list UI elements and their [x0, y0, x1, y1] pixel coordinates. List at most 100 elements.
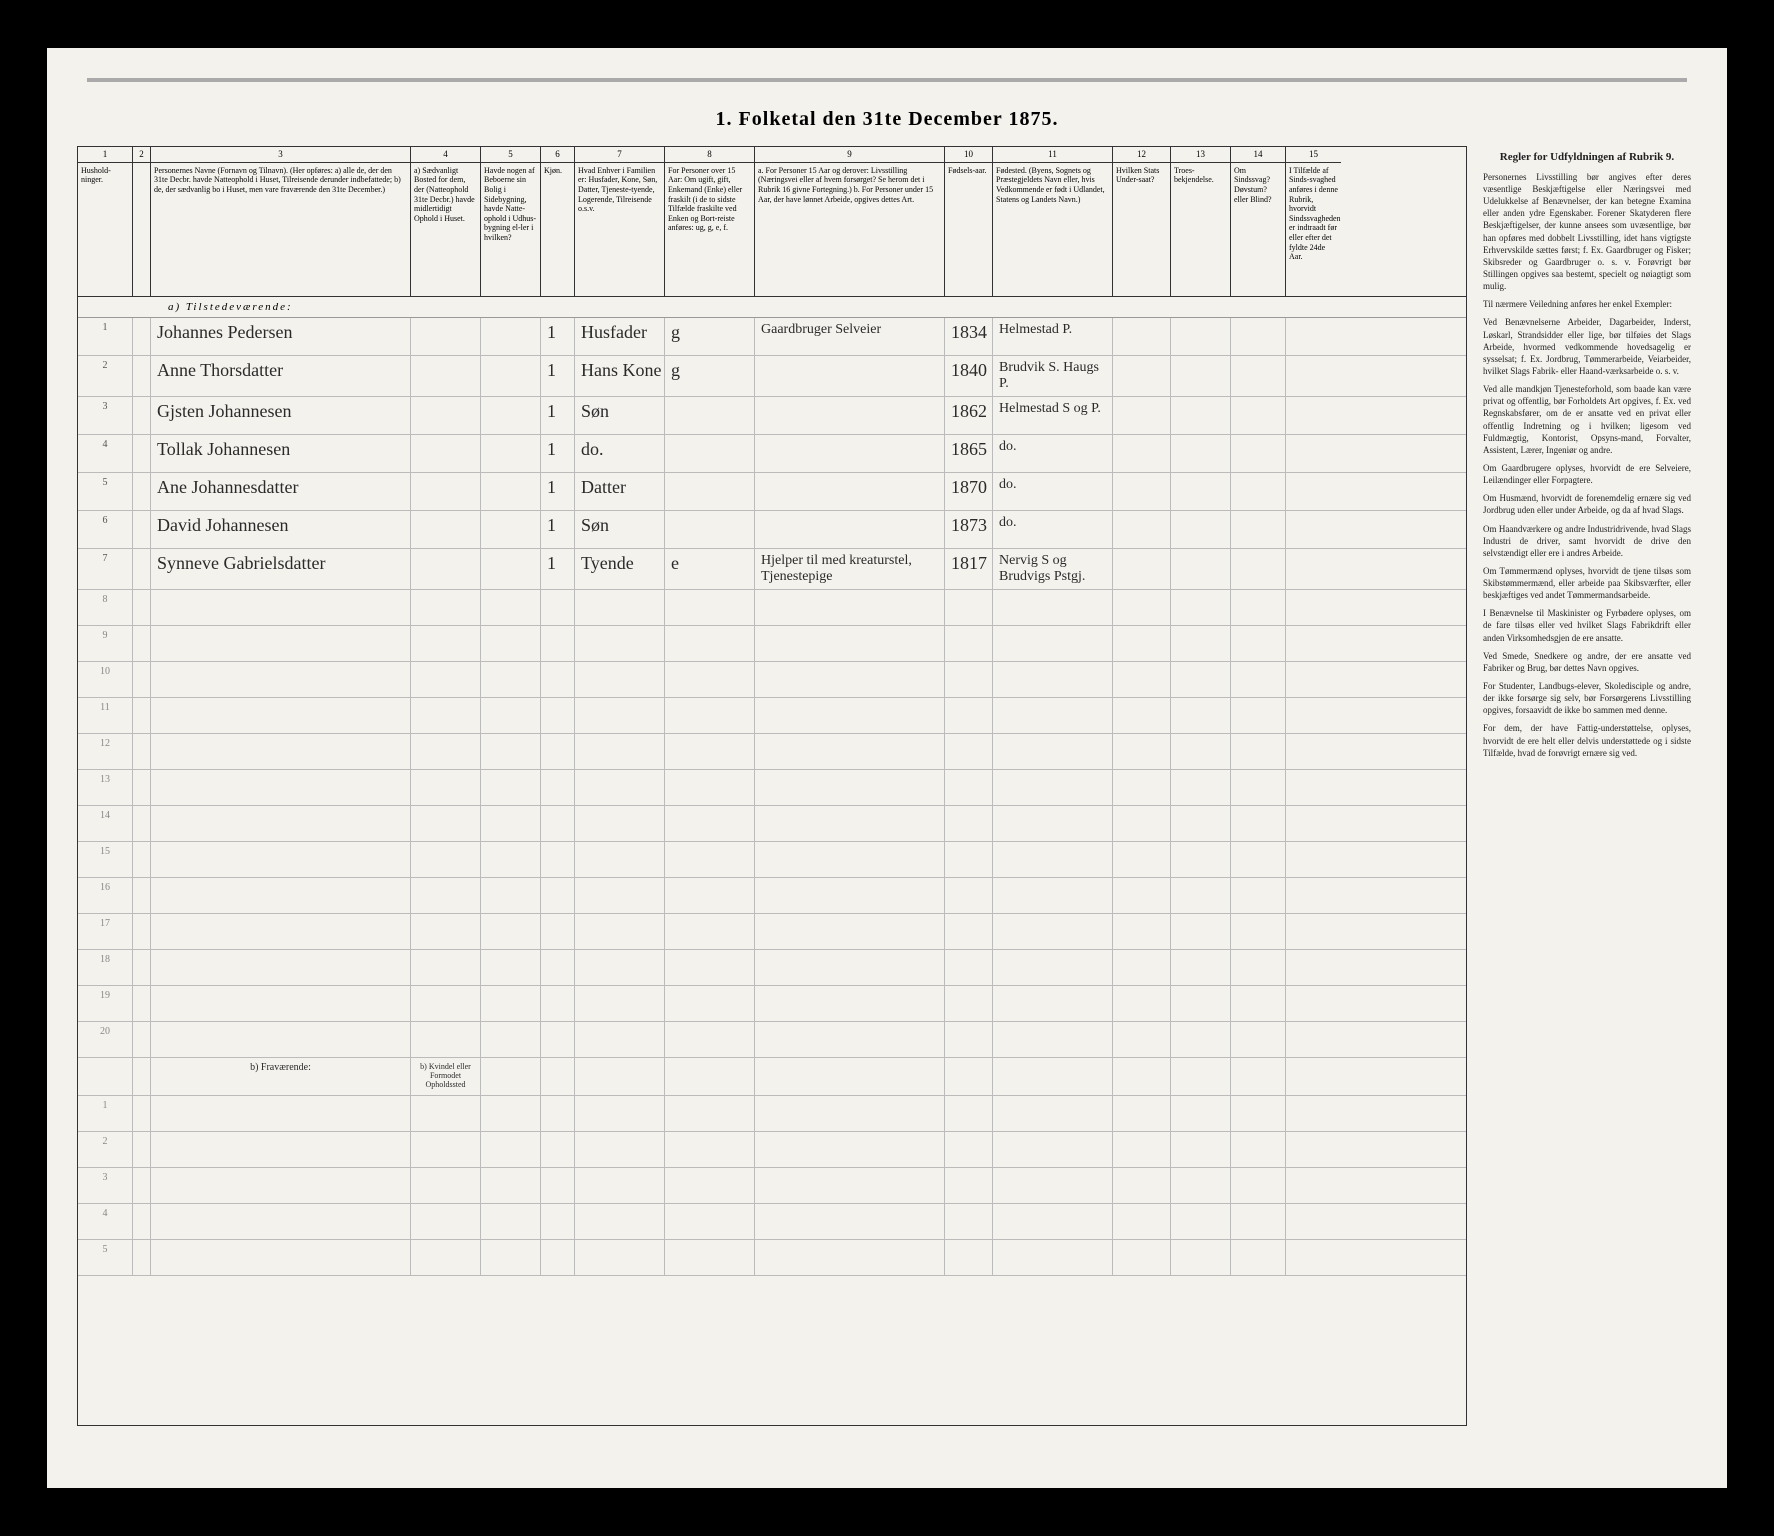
table-body: a) Tilstedeværende: 1Johannes Pedersen1H…	[78, 297, 1466, 1425]
occupation	[755, 356, 945, 396]
col-label: Hushold-ninger.	[81, 166, 111, 185]
colnum: 10	[945, 147, 992, 163]
sex-count: 1	[541, 397, 575, 434]
row-number: 5	[78, 1240, 133, 1275]
person-name: Tollak Johannesen	[151, 435, 411, 472]
row-number: 12	[78, 734, 133, 769]
census-page: 1. Folketal den 31te December 1875. 1Hus…	[47, 48, 1727, 1488]
cell	[1286, 511, 1341, 548]
colnum: 6	[541, 147, 574, 163]
birth-year: 1817	[945, 549, 993, 589]
row-number: 8	[78, 590, 133, 625]
civil-status	[665, 473, 755, 510]
table-row: 5	[78, 1240, 1466, 1276]
col-label: Personernes Navne (Fornavn og Tilnavn). …	[154, 166, 401, 194]
colnum: 12	[1113, 147, 1170, 163]
table-row: 13	[78, 770, 1466, 806]
row-number: 19	[78, 986, 133, 1021]
rules-paragraph: Om Gaardbrugere oplyses, hvorvidt de ere…	[1483, 462, 1691, 486]
civil-status: g	[665, 356, 755, 396]
civil-status	[665, 435, 755, 472]
col-label: Om Sindssvag? Døvstum? eller Blind?	[1234, 166, 1272, 204]
cell	[1171, 435, 1231, 472]
occupation	[755, 435, 945, 472]
cell	[1171, 356, 1231, 396]
cell	[1113, 435, 1171, 472]
cell	[481, 435, 541, 472]
relation: do.	[575, 435, 665, 472]
rules-paragraph: Ved Benævnelserne Arbeider, Dagarbeider,…	[1483, 316, 1691, 377]
table-row: 18	[78, 950, 1466, 986]
row-number: 11	[78, 698, 133, 733]
table-row: 10	[78, 662, 1466, 698]
rules-paragraph: For Studenter, Landbugs-elever, Skoledis…	[1483, 680, 1691, 716]
cell	[1113, 397, 1171, 434]
cell	[1231, 549, 1286, 589]
rules-title: Regler for Udfyldningen af Rubrik 9.	[1483, 150, 1691, 165]
cell	[1231, 356, 1286, 396]
cell	[481, 511, 541, 548]
table-row: 3Gjsten Johannesen1Søn1862Helmestad S og…	[78, 397, 1466, 435]
table-row: 15	[78, 842, 1466, 878]
table-row: 16	[78, 878, 1466, 914]
relation: Husfader	[575, 318, 665, 355]
cell	[1113, 356, 1171, 396]
row-number: 10	[78, 662, 133, 697]
sex-count: 1	[541, 473, 575, 510]
person-name: Johannes Pedersen	[151, 318, 411, 355]
cell	[1231, 435, 1286, 472]
cell	[1231, 318, 1286, 355]
colnum: 4	[411, 147, 480, 163]
col-label: I Tilfælde af Sinds-svaghed anføres i de…	[1289, 166, 1341, 261]
sex-count: 1	[541, 356, 575, 396]
colnum: 8	[665, 147, 754, 163]
cell	[481, 318, 541, 355]
cell	[1113, 318, 1171, 355]
cell	[1171, 549, 1231, 589]
row-number: 1	[78, 318, 133, 355]
cell	[1231, 511, 1286, 548]
birth-place: do.	[993, 511, 1113, 548]
row-number: 9	[78, 626, 133, 661]
cell	[1113, 511, 1171, 548]
birth-year: 1834	[945, 318, 993, 355]
col-label: Troes-bekjendelse.	[1174, 166, 1214, 185]
section-b-row: b) Fraværende: b) Kvindel eller Formodet…	[78, 1058, 1466, 1096]
relation: Hans Kone	[575, 356, 665, 396]
cell	[1286, 473, 1341, 510]
cell	[1171, 473, 1231, 510]
cell	[1113, 549, 1171, 589]
birth-place: Brudvik S. Haugs P.	[993, 356, 1113, 396]
table-row: 4	[78, 1204, 1466, 1240]
row-number: 13	[78, 770, 133, 805]
row-number: 7	[78, 549, 133, 589]
occupation	[755, 397, 945, 434]
cell	[481, 473, 541, 510]
cell	[1286, 356, 1341, 396]
census-table: 1 Hushold-ninger. 2 3 Personernes Navne (F…	[77, 146, 1467, 1426]
col-label: Havde nogen af Beboerne sin Bolig i Side…	[484, 166, 536, 242]
cell	[1286, 397, 1341, 434]
row-number: 4	[78, 435, 133, 472]
page-title: 1. Folketal den 31te December 1875.	[77, 108, 1697, 131]
sex-count: 1	[541, 511, 575, 548]
table-row: 2Anne Thorsdatter1Hans Koneg1840Brudvik …	[78, 356, 1466, 397]
cell	[133, 473, 151, 510]
row-number: 6	[78, 511, 133, 548]
cell	[1286, 318, 1341, 355]
col-label: For Personer over 15 Aar: Om ugift, gift…	[668, 166, 742, 233]
occupation: Gaardbruger Selveier	[755, 318, 945, 355]
table-row: 7Synneve Gabrielsdatter1TyendeeHjelper t…	[78, 549, 1466, 590]
col-label: Fødsels-aar.	[948, 166, 986, 175]
cell	[133, 318, 151, 355]
birth-year: 1862	[945, 397, 993, 434]
col-label: Hvilken Stats Under-saat?	[1116, 166, 1159, 185]
col-label: a) Sædvanligt Bosted for dem, der (Natte…	[414, 166, 475, 223]
colnum: 2	[133, 147, 150, 163]
table-row: 3	[78, 1168, 1466, 1204]
civil-status	[665, 397, 755, 434]
colnum: 3	[151, 147, 410, 163]
row-number: 5	[78, 473, 133, 510]
civil-status	[665, 511, 755, 548]
birth-year: 1870	[945, 473, 993, 510]
